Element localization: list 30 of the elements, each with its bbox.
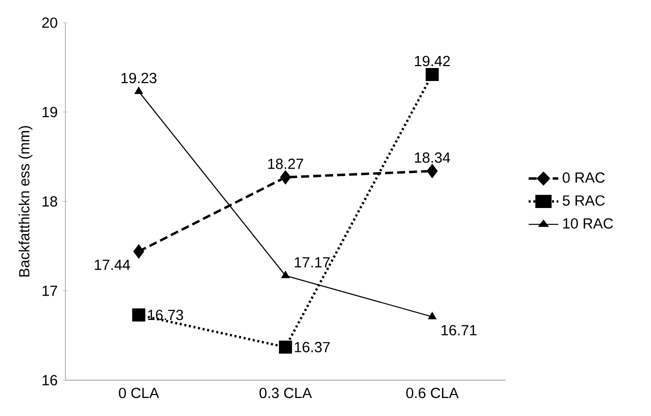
data-label: 18.27 xyxy=(268,158,304,169)
point xyxy=(427,164,438,178)
x-tick-label: 0 CLA xyxy=(118,388,160,398)
x-tick-label: 0.3 CLA xyxy=(260,388,312,398)
data-label: 16.71 xyxy=(442,324,476,336)
y-tick-label: 16 xyxy=(42,374,58,386)
data-label: 17.17 xyxy=(294,257,330,268)
point xyxy=(278,340,292,354)
y-tick-label: 19 xyxy=(42,106,58,118)
x-tick-label: 0.6 CLA xyxy=(406,388,459,398)
point xyxy=(281,270,290,278)
point xyxy=(134,244,144,258)
point xyxy=(280,170,291,184)
data-label: 19.42 xyxy=(414,56,450,66)
data-label: 18.34 xyxy=(414,152,450,163)
point xyxy=(134,86,143,94)
data-label: 16.73 xyxy=(148,310,184,320)
data-label: 16.37 xyxy=(294,342,330,352)
point xyxy=(426,68,439,81)
point xyxy=(428,312,436,320)
legend-label: 5 RAC xyxy=(562,195,605,206)
y-tick-label: 17 xyxy=(42,286,58,296)
legend-label: 0 RAC xyxy=(562,172,605,183)
data-label: 17.44 xyxy=(94,260,130,270)
legend-label: 10 RAC xyxy=(563,218,613,229)
point xyxy=(132,308,146,322)
y-tick-label: 18 xyxy=(42,196,58,207)
y-axis-title: Backfatthickn ess (mm) xyxy=(18,126,32,276)
y-tick-label: 20 xyxy=(42,17,58,28)
data-label: 19.23 xyxy=(121,72,156,84)
